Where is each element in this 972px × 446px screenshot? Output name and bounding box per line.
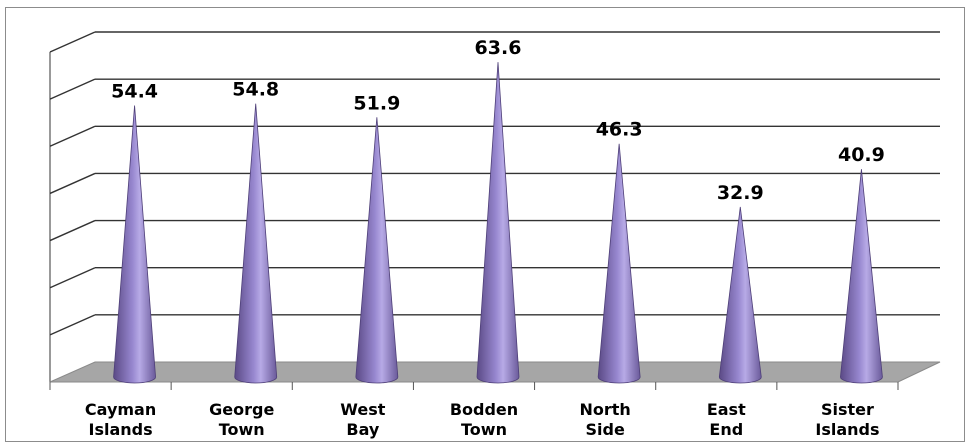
value-label: 40.9 — [838, 144, 885, 166]
cone-bar — [234, 103, 278, 384]
category-label-line: Cayman — [85, 400, 156, 419]
gridline-wall — [49, 219, 96, 242]
cone-bar — [355, 117, 399, 384]
value-label: 51.9 — [353, 92, 400, 114]
category-label-line: Bodden — [450, 400, 518, 419]
category-label: Bodden Town — [450, 400, 518, 439]
gridline-wall — [49, 314, 96, 336]
value-labels: 54.4 54.8 51.9 63.6 46.3 32.9 40.9 — [111, 37, 885, 204]
category-label: North Side — [579, 400, 630, 439]
cone-body — [597, 143, 641, 384]
category-label: Cayman Islands — [85, 400, 156, 439]
gridline-wall — [49, 78, 96, 100]
category-label-line: West — [340, 400, 385, 419]
cone-body — [840, 169, 883, 384]
cone-body — [234, 103, 278, 384]
category-label: West Bay — [340, 400, 385, 439]
cone-body — [476, 62, 520, 384]
category-label-line: Islands — [815, 420, 879, 439]
gridline-wall — [49, 31, 96, 53]
cones — [113, 62, 883, 384]
cone-body — [718, 206, 762, 384]
cone-bar — [113, 105, 156, 384]
category-label: East End — [707, 400, 746, 439]
cone-bar — [597, 143, 641, 384]
cone-bar — [840, 169, 883, 384]
value-label: 54.8 — [232, 79, 279, 101]
category-label-line: George — [209, 400, 274, 419]
gridlines — [49, 31, 940, 382]
category-label-line: Islands — [89, 420, 153, 439]
gridline-wall — [49, 172, 96, 195]
value-label: 63.6 — [475, 37, 522, 59]
category-label-line: East — [707, 400, 746, 419]
value-label: 32.9 — [717, 182, 764, 204]
value-label: 46.3 — [596, 119, 643, 141]
cone-body — [355, 117, 399, 384]
category-label-line: End — [709, 420, 743, 439]
category-label-line: Town — [461, 420, 507, 439]
category-label-line: North — [579, 400, 630, 419]
value-label: 54.4 — [111, 81, 158, 103]
category-label-line: Town — [219, 420, 265, 439]
gridline-wall — [49, 267, 96, 289]
cone-body — [113, 105, 156, 384]
category-label-line: Side — [585, 420, 624, 439]
category-label: Sister Islands — [815, 400, 879, 439]
cone-bar — [718, 206, 762, 384]
category-label-line: Bay — [346, 420, 380, 439]
gridline-wall — [49, 125, 96, 147]
category-label: George Town — [209, 400, 274, 439]
category-label-line: Sister — [821, 400, 874, 419]
cone-bar — [476, 62, 520, 384]
